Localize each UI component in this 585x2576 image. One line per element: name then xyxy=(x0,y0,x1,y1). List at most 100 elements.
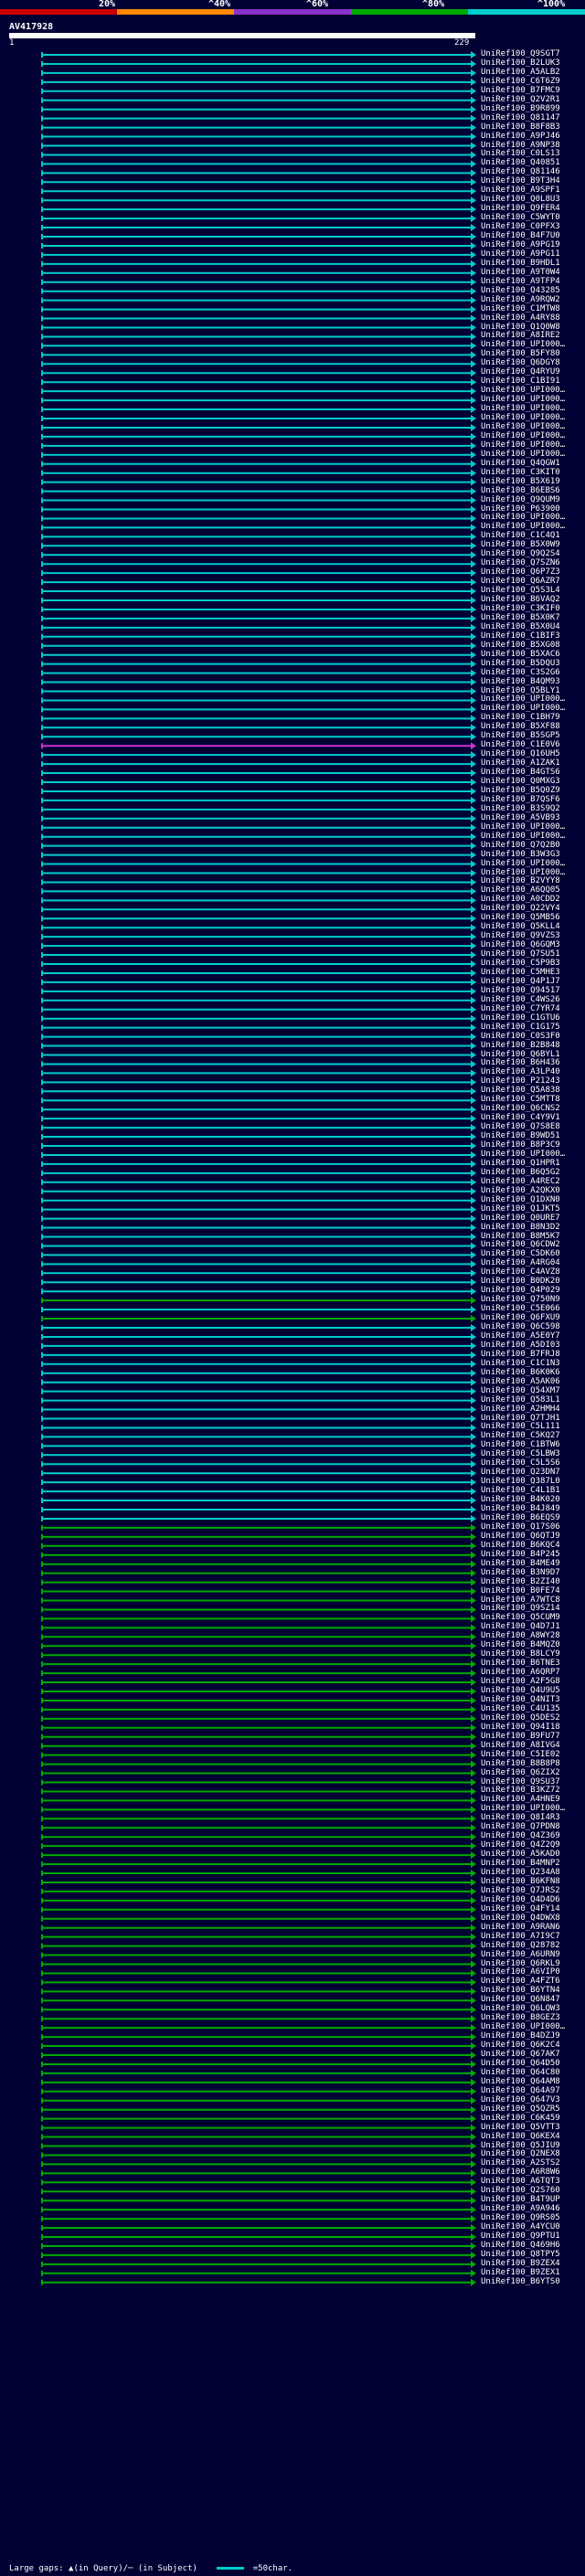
hit-label[interactable]: UniRef100_Q647V3 xyxy=(481,2094,560,2104)
hit-label[interactable]: UniRef100_A0CDD2 xyxy=(481,895,560,905)
hit-label[interactable]: UniRef100_C0PFX3 xyxy=(481,222,560,232)
hit-label[interactable]: UniRef100_Q234A8 xyxy=(481,1868,560,1877)
hit-label[interactable]: UniRef100_B5DQU3 xyxy=(481,658,560,668)
hit-label[interactable]: UniRef100_B8LCY9 xyxy=(481,1649,560,1659)
hit-label[interactable]: UniRef100_Q6RKL9 xyxy=(481,1958,560,1968)
hit-label[interactable]: UniRef100_C5LBW3 xyxy=(481,1449,560,1459)
hit-label[interactable]: UniRef100_C5KQ27 xyxy=(481,1431,560,1441)
hit-label[interactable]: UniRef100_UPI000… xyxy=(481,440,566,450)
hit-label[interactable]: UniRef100_Q23DN7 xyxy=(481,1468,560,1478)
hit-label[interactable]: UniRef100_Q0MXG3 xyxy=(481,777,560,786)
hit-label[interactable]: UniRef100_A2HMH4 xyxy=(481,1404,560,1414)
hit-label[interactable]: UniRef100_B6VAQ2 xyxy=(481,595,560,604)
hit-label[interactable]: UniRef100_C5MHE3 xyxy=(481,967,560,977)
hit-label[interactable]: UniRef100_Q94517 xyxy=(481,985,560,995)
hit-label[interactable]: UniRef100_C1BH79 xyxy=(481,713,560,723)
hit-label[interactable]: UniRef100_B3KZ72 xyxy=(481,1786,560,1796)
hit-label[interactable]: UniRef100_A6TQT3 xyxy=(481,2177,560,2187)
hit-label[interactable]: UniRef100_Q1HPR1 xyxy=(481,1158,560,1168)
hit-label[interactable]: UniRef100_B7QSF6 xyxy=(481,794,560,804)
hit-label[interactable]: UniRef100_B9T3H4 xyxy=(481,176,560,186)
hit-label[interactable]: UniRef100_Q9QUM9 xyxy=(481,494,560,504)
hit-label[interactable]: UniRef100_Q5A838 xyxy=(481,1086,560,1096)
hit-label[interactable]: UniRef100_B8F8B3 xyxy=(481,122,560,132)
hit-label[interactable]: UniRef100_A6QRP7 xyxy=(481,1668,560,1678)
hit-label[interactable]: UniRef100_Q4RYU9 xyxy=(481,367,560,377)
hit-label[interactable]: UniRef100_C3KIT0 xyxy=(481,467,560,477)
hit-label[interactable]: UniRef100_B6KQC4 xyxy=(481,1540,560,1550)
hit-label[interactable]: UniRef100_Q469H6 xyxy=(481,2240,560,2250)
hit-label[interactable]: UniRef100_Q7SZN6 xyxy=(481,558,560,568)
hit-label[interactable]: UniRef100_A5DI03 xyxy=(481,1340,560,1350)
hit-label[interactable]: UniRef100_A4FZT6 xyxy=(481,1977,560,1987)
hit-label[interactable]: UniRef100_C1G175 xyxy=(481,1022,560,1032)
hit-label[interactable]: UniRef100_C3KIF0 xyxy=(481,603,560,613)
hit-label[interactable]: UniRef100_Q43285 xyxy=(481,285,560,295)
hit-label[interactable]: UniRef100_A7WTC8 xyxy=(481,1595,560,1605)
hit-label[interactable]: UniRef100_Q9PTU1 xyxy=(481,2231,560,2241)
hit-label[interactable]: UniRef100_A9RQW2 xyxy=(481,294,560,304)
hit-label[interactable]: UniRef100_UPI000… xyxy=(481,430,566,440)
hit-label[interactable]: UniRef100_Q4Z369 xyxy=(481,1831,560,1841)
hit-label[interactable]: UniRef100_Q6P7Z3 xyxy=(481,567,560,578)
hit-label[interactable]: UniRef100_Q5QZR5 xyxy=(481,2104,560,2114)
hit-label[interactable]: UniRef100_Q28782 xyxy=(481,1940,560,1950)
hit-label[interactable]: UniRef100_UPI000… xyxy=(481,1149,566,1159)
hit-label[interactable]: UniRef100_B9WD51 xyxy=(481,1131,560,1141)
hit-label[interactable]: UniRef100_UPI000… xyxy=(481,340,566,350)
hit-label[interactable]: UniRef100_B2ZI40 xyxy=(481,1576,560,1586)
hit-label[interactable]: UniRef100_Q17S06 xyxy=(481,1521,560,1532)
hit-label[interactable]: UniRef100_Q387L0 xyxy=(481,1477,560,1487)
hit-label[interactable]: UniRef100_Q6AZR7 xyxy=(481,577,560,587)
hit-label[interactable]: UniRef100_C5IE02 xyxy=(481,1749,560,1759)
hit-label[interactable]: UniRef100_B5XG08 xyxy=(481,640,560,650)
hit-label[interactable]: UniRef100_UPI000… xyxy=(481,694,566,705)
hit-label[interactable]: UniRef100_Q7TJH1 xyxy=(481,1413,560,1423)
hit-label[interactable]: UniRef100_A4RY88 xyxy=(481,313,560,323)
hit-label[interactable]: UniRef100_Q7JRS2 xyxy=(481,1885,560,1895)
hit-label[interactable]: UniRef100_A4REC2 xyxy=(481,1176,560,1186)
hit-label[interactable]: UniRef100_B4K020 xyxy=(481,1495,560,1505)
hit-label[interactable]: UniRef100_C1C1N3 xyxy=(481,1358,560,1368)
hit-label[interactable]: UniRef100_Q4FY14 xyxy=(481,1903,560,1913)
hit-label[interactable]: UniRef100_P63900 xyxy=(481,504,560,514)
hit-label[interactable]: UniRef100_Q6K2C4 xyxy=(481,2041,560,2051)
hit-label[interactable]: UniRef100_Q64A97 xyxy=(481,2085,560,2095)
hit-label[interactable]: UniRef100_B3W3G3 xyxy=(481,849,560,859)
hit-label[interactable]: UniRef100_Q9VZS3 xyxy=(481,931,560,941)
hit-label[interactable]: UniRef100_Q9RS05 xyxy=(481,2213,560,2223)
hit-label[interactable]: UniRef100_A9PG11 xyxy=(481,249,560,259)
hit-label[interactable]: UniRef100_B6EQS9 xyxy=(481,1512,560,1522)
hit-label[interactable]: UniRef100_B5X0U4 xyxy=(481,621,560,631)
hit-label[interactable]: UniRef100_B3S9Q2 xyxy=(481,803,560,813)
hit-label[interactable]: UniRef100_Q6GQM3 xyxy=(481,940,560,950)
hit-label[interactable]: UniRef100_Q22VY4 xyxy=(481,904,560,914)
hit-label[interactable]: UniRef100_C1BTW6 xyxy=(481,1440,560,1450)
hit-label[interactable]: UniRef100_C5L5S6 xyxy=(481,1458,560,1468)
hit-label[interactable]: UniRef100_Q81147 xyxy=(481,112,560,122)
hit-label[interactable]: UniRef100_B5XAC6 xyxy=(481,649,560,659)
hit-label[interactable]: UniRef100_A9PJ46 xyxy=(481,131,560,141)
hit-label[interactable]: UniRef100_Q5VTT3 xyxy=(481,2122,560,2132)
hit-label[interactable]: UniRef100_Q9FER4 xyxy=(481,204,560,214)
hit-label[interactable]: UniRef100_Q64AM8 xyxy=(481,2076,560,2086)
hit-label[interactable]: UniRef100_A5VB93 xyxy=(481,812,560,822)
hit-label[interactable]: UniRef100_Q4P1J7 xyxy=(481,976,560,986)
hit-label[interactable]: UniRef100_C4Y9V1 xyxy=(481,1113,560,1123)
hit-label[interactable]: UniRef100_C4U135 xyxy=(481,1703,560,1713)
hit-label[interactable]: UniRef100_C5DK60 xyxy=(481,1249,560,1259)
hit-label[interactable]: UniRef100_Q6DGY8 xyxy=(481,358,560,368)
hit-label[interactable]: UniRef100_A9PG19 xyxy=(481,239,560,249)
hit-label[interactable]: UniRef100_B4F7U0 xyxy=(481,231,560,240)
hit-label[interactable]: UniRef100_B9R899 xyxy=(481,103,560,113)
hit-label[interactable]: UniRef100_Q8TPY5 xyxy=(481,2249,560,2259)
hit-label[interactable]: UniRef100_Q64C80 xyxy=(481,2067,560,2077)
hit-label[interactable]: UniRef100_A3LP40 xyxy=(481,1067,560,1077)
hit-label[interactable]: UniRef100_Q6CDW2 xyxy=(481,1240,560,1250)
hit-label[interactable]: UniRef100_A2F5G8 xyxy=(481,1677,560,1687)
hit-label[interactable]: UniRef100_B8GEZ3 xyxy=(481,2013,560,2023)
hit-label[interactable]: UniRef100_A9RAN6 xyxy=(481,1922,560,1932)
hit-label[interactable]: UniRef100_B9ZEX4 xyxy=(481,2258,560,2268)
hit-label[interactable]: UniRef100_Q54XM7 xyxy=(481,1385,560,1395)
hit-label[interactable]: UniRef100_B4GTS6 xyxy=(481,768,560,778)
